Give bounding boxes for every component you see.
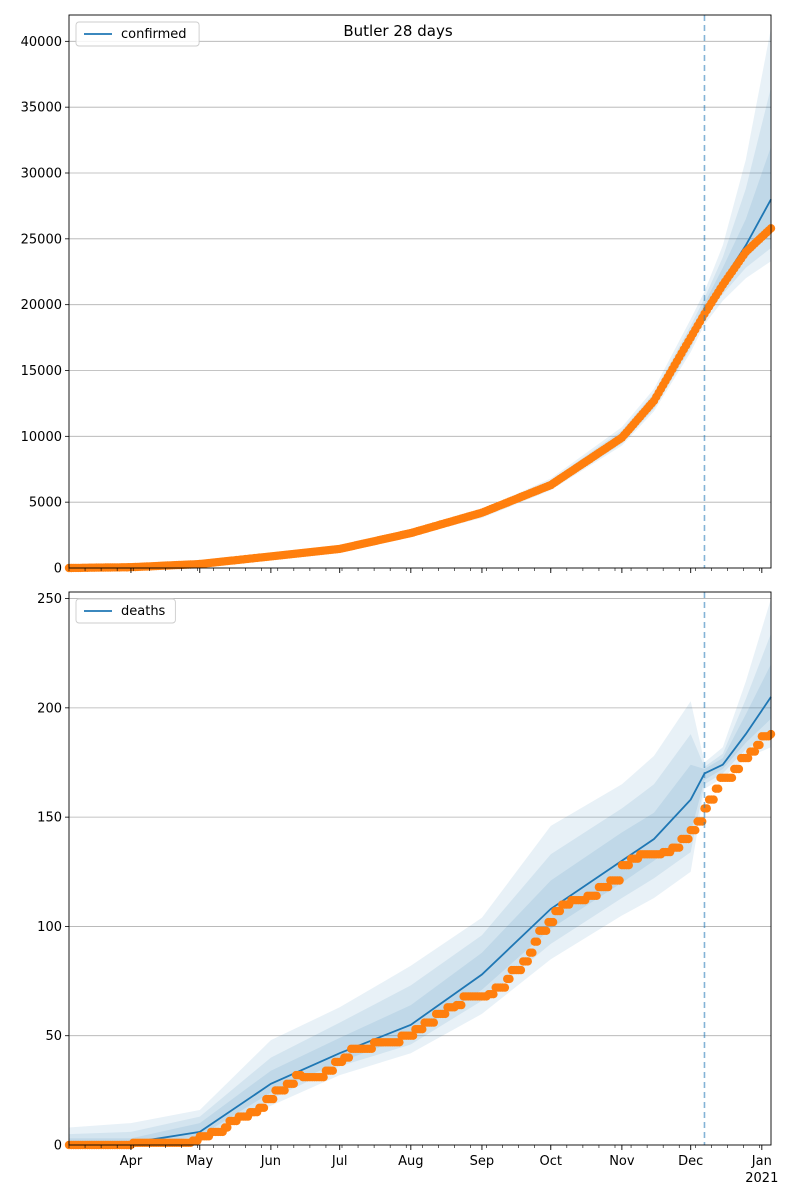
x-tick-label: Oct <box>540 1154 562 1169</box>
observed-point <box>675 843 684 852</box>
y-tick-label: 10000 <box>21 430 62 445</box>
y-tick-label: 5000 <box>29 496 62 511</box>
observed-point <box>555 906 565 916</box>
observed-point <box>408 1031 418 1040</box>
x-tick-label: May <box>186 1154 213 1169</box>
observed-series <box>64 729 776 1150</box>
y-tick-label: 15000 <box>21 364 62 379</box>
observed-point <box>289 1079 298 1089</box>
y-tick-label: 30000 <box>21 167 62 182</box>
observed-point <box>367 1044 376 1054</box>
figure-title: Butler 28 days <box>343 22 452 40</box>
y-tick-label: 20000 <box>21 298 62 313</box>
y-tick-label: 0 <box>54 1139 62 1154</box>
uncertainty-band <box>69 633 771 1145</box>
y-tick-label: 25000 <box>21 232 62 247</box>
x-tick-label: Jan <box>751 1154 772 1169</box>
observed-point <box>750 747 760 756</box>
y-tick-label: 150 <box>37 811 62 826</box>
observed-point <box>548 917 558 927</box>
legend-box <box>75 21 200 47</box>
axes-frame <box>68 591 772 1146</box>
y-tick-label: 100 <box>37 920 62 935</box>
legend-label: confirmed <box>121 27 187 42</box>
observed-point <box>395 1038 404 1047</box>
observed-point <box>429 1018 438 1027</box>
observed-point <box>269 1094 278 1104</box>
x-tick-label: Aug <box>398 1154 423 1169</box>
observed-point <box>603 882 613 892</box>
y-tick-label: 40000 <box>21 35 62 50</box>
x-tick-label: Nov <box>609 1154 635 1169</box>
y-tick-label: 250 <box>37 592 62 607</box>
observed-point <box>516 965 526 975</box>
observed-point <box>714 784 723 793</box>
observed-point <box>418 1025 427 1034</box>
x-tick-label: Dec <box>678 1154 703 1169</box>
observed-point <box>709 795 718 804</box>
observed-point <box>615 876 624 885</box>
observed-point <box>727 773 737 782</box>
x-year-label: 2021 <box>745 1171 778 1186</box>
observed-point <box>684 834 693 844</box>
y-tick-label: 200 <box>37 701 62 716</box>
observed-point <box>280 1086 289 1095</box>
y-tick-label: 50 <box>45 1029 62 1044</box>
x-tick-label: Sep <box>470 1154 495 1169</box>
legend-box <box>75 598 176 624</box>
observed-point <box>344 1053 354 1062</box>
y-tick-label: 35000 <box>21 101 62 116</box>
fit-line <box>68 696 772 1146</box>
observed-point <box>489 990 498 999</box>
legend: deaths <box>75 598 176 624</box>
observed-point <box>691 826 700 835</box>
observed-point <box>523 957 532 966</box>
x-tick-label: Jun <box>260 1154 281 1169</box>
observed-series <box>64 224 776 573</box>
observed-point <box>532 937 542 946</box>
deaths-panel: 0 50 100 150 200 250 Apr May Jun Jul Aug Sep Oct Nov D… <box>37 591 778 1186</box>
observed-point <box>259 1103 269 1113</box>
observed-point <box>755 740 764 750</box>
legend-label: deaths <box>121 604 166 619</box>
observed-point <box>441 1009 450 1019</box>
observed-point <box>457 1000 466 1010</box>
observed-point <box>592 891 601 900</box>
observed-point <box>542 926 551 935</box>
observed-point <box>223 1123 232 1132</box>
uncertainty-band <box>69 598 771 1145</box>
observed-point <box>743 753 753 763</box>
legend: confirmed <box>75 21 200 47</box>
observed-point <box>734 764 744 774</box>
x-tick-label: Jul <box>331 1154 348 1169</box>
confirmed-panel: 0 5000 10000 15000 20000 25000 30000 35000 40000… <box>21 14 776 577</box>
observed-point <box>500 983 510 992</box>
axes-frame <box>68 14 772 569</box>
y-tick-label: 0 <box>54 562 62 577</box>
x-tick-label: Apr <box>120 1154 143 1169</box>
observed-point <box>528 948 537 957</box>
observed-point <box>328 1066 337 1075</box>
observed-point <box>319 1073 328 1082</box>
observed-point <box>624 861 633 870</box>
observed-point <box>505 974 514 984</box>
